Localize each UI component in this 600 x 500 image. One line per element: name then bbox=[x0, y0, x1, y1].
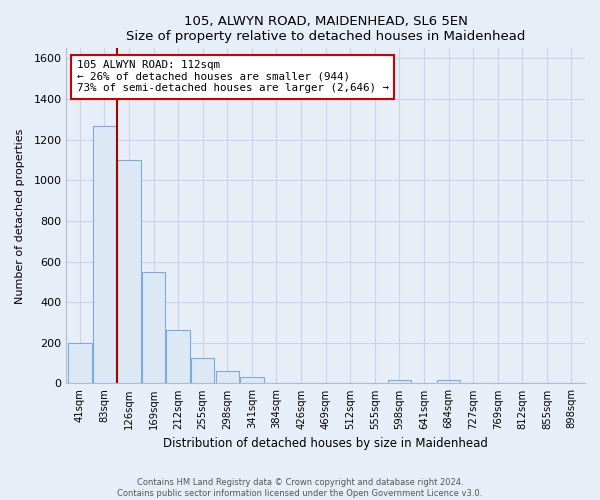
Bar bbox=[118, 160, 140, 384]
Bar bbox=[93, 126, 116, 384]
Bar bbox=[215, 371, 239, 384]
Text: 105 ALWYN ROAD: 112sqm
← 26% of detached houses are smaller (944)
73% of semi-de: 105 ALWYN ROAD: 112sqm ← 26% of detached… bbox=[77, 60, 389, 94]
Bar bbox=[191, 358, 214, 384]
Y-axis label: Number of detached properties: Number of detached properties bbox=[15, 128, 25, 304]
Bar bbox=[142, 272, 165, 384]
Text: Contains HM Land Registry data © Crown copyright and database right 2024.
Contai: Contains HM Land Registry data © Crown c… bbox=[118, 478, 482, 498]
Bar bbox=[68, 343, 92, 384]
Bar bbox=[240, 378, 263, 384]
Bar bbox=[388, 380, 411, 384]
Title: 105, ALWYN ROAD, MAIDENHEAD, SL6 5EN
Size of property relative to detached house: 105, ALWYN ROAD, MAIDENHEAD, SL6 5EN Siz… bbox=[126, 15, 526, 43]
X-axis label: Distribution of detached houses by size in Maidenhead: Distribution of detached houses by size … bbox=[163, 437, 488, 450]
Bar bbox=[437, 380, 460, 384]
Bar bbox=[166, 330, 190, 384]
